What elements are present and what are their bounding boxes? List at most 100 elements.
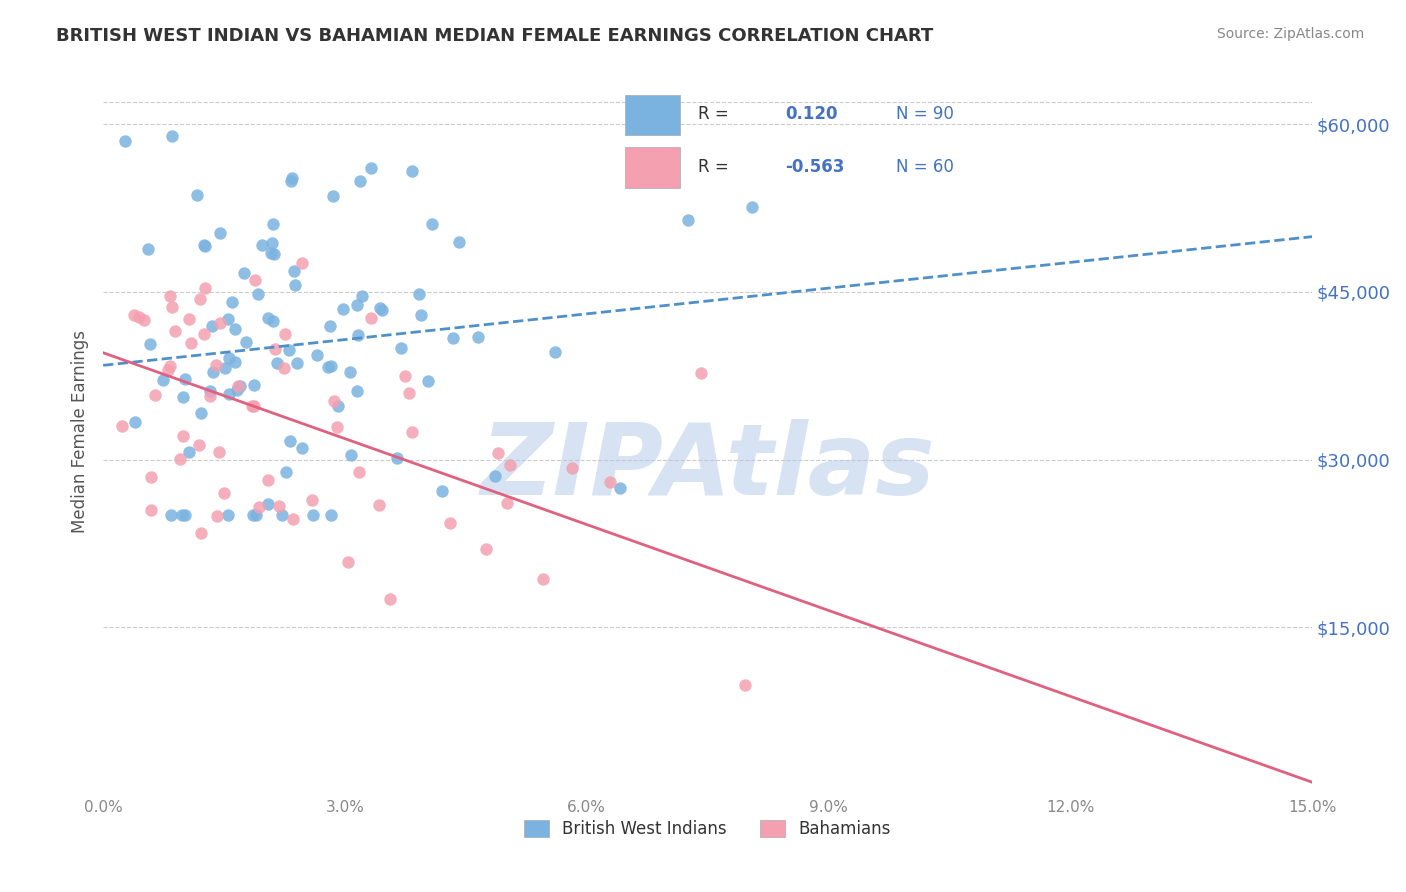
Point xyxy=(174,508,197,523)
Point xyxy=(411,309,433,323)
Point xyxy=(198,389,221,403)
Point xyxy=(262,235,284,250)
Point xyxy=(172,390,194,404)
Point xyxy=(323,393,346,408)
Point xyxy=(449,235,471,250)
Point xyxy=(302,508,325,523)
Point xyxy=(360,161,382,175)
Point xyxy=(214,361,236,376)
Point xyxy=(243,273,266,287)
Point xyxy=(256,311,278,326)
Point xyxy=(280,174,302,188)
Point xyxy=(128,310,150,325)
Point xyxy=(188,438,211,452)
Point xyxy=(486,446,509,460)
Point xyxy=(246,286,269,301)
Point xyxy=(198,384,221,398)
Point xyxy=(278,434,301,449)
Point xyxy=(378,591,401,606)
Point xyxy=(208,316,231,330)
Point xyxy=(170,508,193,523)
Point xyxy=(319,318,342,333)
Point xyxy=(194,281,217,295)
Point xyxy=(186,188,208,202)
Point xyxy=(318,360,340,375)
Point xyxy=(202,365,225,379)
Point xyxy=(217,311,239,326)
Point xyxy=(401,164,423,178)
Point xyxy=(281,512,304,526)
Point xyxy=(114,134,136,148)
Point xyxy=(475,542,498,557)
Point xyxy=(217,508,239,523)
Point xyxy=(408,287,430,301)
Point xyxy=(349,174,371,188)
Point xyxy=(124,415,146,429)
Point xyxy=(284,278,307,293)
Point xyxy=(690,366,713,380)
Point xyxy=(190,292,212,306)
Point xyxy=(250,238,273,252)
Point xyxy=(276,465,298,479)
Point xyxy=(134,313,156,327)
Point xyxy=(346,298,368,312)
Point xyxy=(389,342,412,356)
Point xyxy=(190,406,212,420)
Point xyxy=(180,336,202,351)
Point xyxy=(193,238,215,252)
Point xyxy=(139,336,162,351)
Point xyxy=(441,331,464,345)
Point xyxy=(205,358,228,372)
Point xyxy=(422,217,444,231)
Point xyxy=(201,318,224,333)
Point xyxy=(371,302,394,317)
Point xyxy=(291,255,314,269)
Point xyxy=(360,311,382,326)
Point xyxy=(262,314,284,328)
Point xyxy=(179,444,201,458)
Point xyxy=(263,342,285,356)
Point xyxy=(169,452,191,467)
Point xyxy=(271,508,294,523)
Point xyxy=(124,308,146,322)
Point xyxy=(224,322,246,336)
Point xyxy=(273,361,295,376)
Point xyxy=(495,495,517,509)
Point xyxy=(398,386,420,401)
Point xyxy=(226,384,249,398)
Point xyxy=(245,508,267,523)
Point xyxy=(352,289,374,303)
Point xyxy=(160,508,183,523)
Text: ZIPAtlas: ZIPAtlas xyxy=(481,419,935,516)
Point xyxy=(257,497,280,511)
Point xyxy=(221,295,243,310)
Point xyxy=(281,171,304,186)
Point xyxy=(177,312,200,326)
Point xyxy=(159,359,181,373)
Point xyxy=(172,429,194,443)
Point xyxy=(256,473,278,487)
Point xyxy=(741,200,763,214)
Point xyxy=(467,330,489,344)
Point xyxy=(136,242,159,256)
Point xyxy=(260,246,283,260)
Point xyxy=(229,379,252,393)
Point xyxy=(305,348,328,362)
Point xyxy=(173,372,195,386)
Point xyxy=(152,373,174,387)
Point xyxy=(734,678,756,692)
Legend: British West Indians, Bahamians: British West Indians, Bahamians xyxy=(517,813,898,845)
Point xyxy=(416,374,439,388)
Point xyxy=(193,327,215,342)
Point xyxy=(283,264,305,278)
Point xyxy=(139,503,162,517)
Point xyxy=(385,451,408,466)
Point xyxy=(190,526,212,541)
Point xyxy=(263,247,285,261)
Point xyxy=(531,572,554,586)
Point xyxy=(159,288,181,302)
Point xyxy=(543,344,565,359)
Y-axis label: Median Female Earnings: Median Female Earnings xyxy=(72,330,89,533)
Point xyxy=(165,324,187,338)
Point xyxy=(394,369,416,384)
